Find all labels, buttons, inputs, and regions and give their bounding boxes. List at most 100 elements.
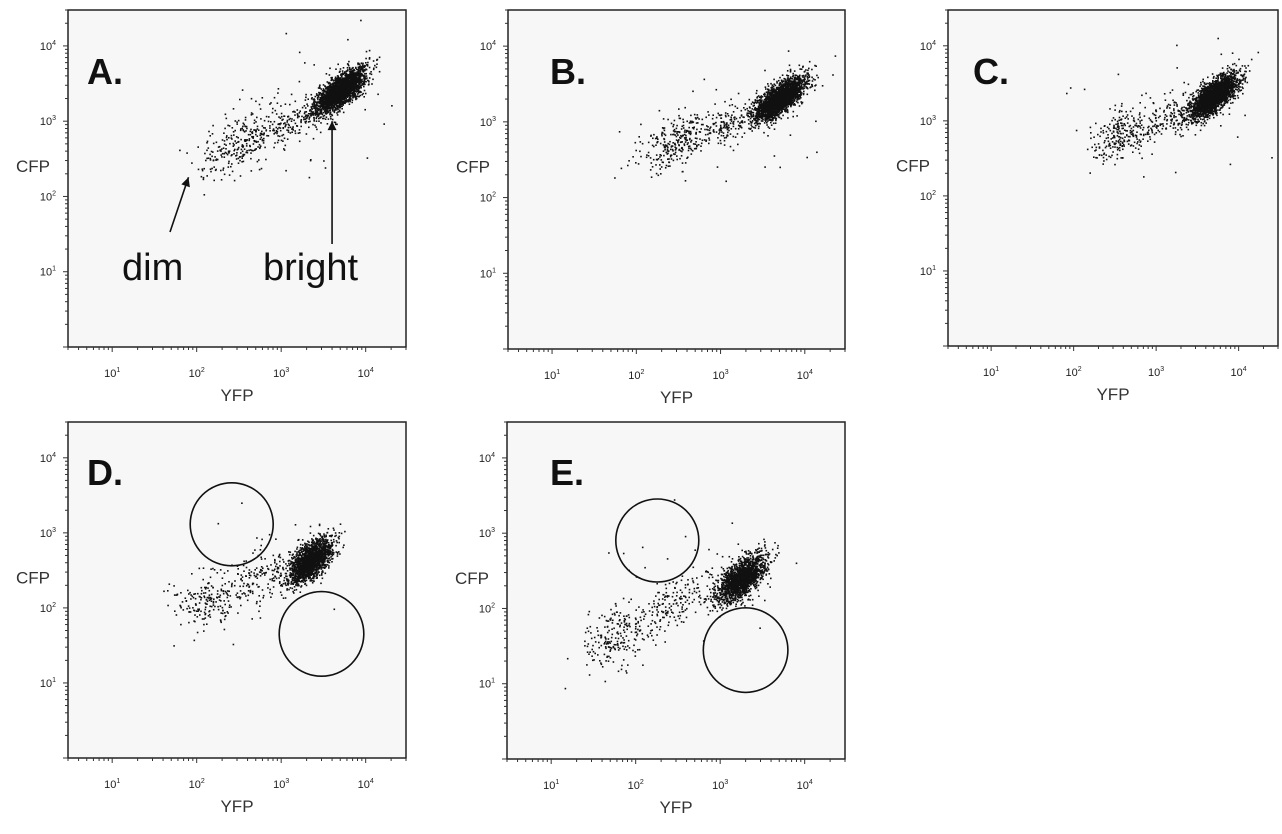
data-point xyxy=(352,77,354,80)
data-point xyxy=(203,167,205,170)
data-point xyxy=(337,107,339,109)
data-point xyxy=(367,84,370,86)
data-point xyxy=(284,122,286,124)
data-point xyxy=(348,75,350,77)
data-point xyxy=(337,63,339,66)
data-point xyxy=(231,127,234,129)
data-point xyxy=(281,134,283,137)
data-point xyxy=(346,78,348,81)
data-point xyxy=(329,103,332,105)
data-point xyxy=(756,97,758,99)
data-point xyxy=(303,105,306,107)
data-point xyxy=(324,106,327,108)
data-point xyxy=(344,82,347,84)
data-point xyxy=(762,100,765,103)
data-point xyxy=(316,94,318,97)
data-point xyxy=(340,77,342,79)
data-point xyxy=(763,122,766,124)
data-point xyxy=(347,64,350,67)
data-point xyxy=(267,120,270,123)
data-point xyxy=(355,74,358,77)
data-point xyxy=(287,123,290,126)
data-point xyxy=(318,120,320,122)
data-point xyxy=(333,106,336,108)
data-point xyxy=(246,139,248,141)
data-point xyxy=(237,141,239,143)
data-point xyxy=(766,122,768,124)
data-point xyxy=(277,88,280,90)
data-point xyxy=(319,131,322,134)
data-point xyxy=(739,122,741,124)
data-point xyxy=(319,112,322,115)
data-point xyxy=(336,84,338,86)
data-point xyxy=(231,154,233,156)
data-point xyxy=(345,100,347,102)
data-point xyxy=(259,145,262,147)
data-point xyxy=(324,104,326,106)
data-point xyxy=(298,80,301,83)
data-point xyxy=(363,73,366,75)
data-point xyxy=(228,137,230,139)
data-point xyxy=(776,102,778,105)
y-tick-label: 103 xyxy=(40,115,56,128)
data-point xyxy=(338,79,341,82)
data-point xyxy=(346,93,348,96)
data-point xyxy=(791,102,793,105)
data-point xyxy=(342,81,344,83)
data-point xyxy=(342,83,344,85)
data-point xyxy=(764,112,767,114)
data-point xyxy=(292,129,294,131)
data-point xyxy=(334,121,337,124)
data-point xyxy=(347,99,349,101)
data-point xyxy=(313,112,316,115)
data-point xyxy=(341,107,343,110)
data-point xyxy=(345,80,347,83)
data-point xyxy=(275,126,278,129)
data-point xyxy=(335,109,337,111)
data-point xyxy=(328,110,330,112)
data-point xyxy=(242,145,245,148)
data-point xyxy=(791,100,794,102)
data-point xyxy=(368,81,370,83)
data-point xyxy=(348,84,350,87)
data-point xyxy=(296,116,299,119)
data-point xyxy=(356,68,358,71)
data-point xyxy=(333,103,336,106)
data-point xyxy=(305,93,307,96)
data-point xyxy=(206,140,209,143)
data-point xyxy=(348,100,351,102)
data-point xyxy=(779,83,781,85)
data-point xyxy=(247,133,250,136)
data-point xyxy=(323,96,325,99)
data-point xyxy=(241,150,244,153)
data-point xyxy=(759,96,762,98)
data-point xyxy=(349,83,351,86)
data-point xyxy=(323,160,325,162)
data-point xyxy=(221,148,223,150)
data-point xyxy=(225,117,228,120)
data-point xyxy=(218,145,221,148)
data-point xyxy=(350,79,352,81)
data-point xyxy=(261,138,264,141)
data-point xyxy=(345,72,347,75)
data-point xyxy=(789,87,792,90)
data-point xyxy=(323,90,326,92)
data-point xyxy=(276,130,279,133)
data-point xyxy=(796,85,798,87)
data-point xyxy=(353,80,356,82)
data-point xyxy=(338,84,340,86)
data-point xyxy=(760,100,763,103)
data-point xyxy=(356,84,359,87)
data-point xyxy=(363,79,366,81)
data-point xyxy=(777,86,779,89)
data-point xyxy=(353,69,356,72)
data-point xyxy=(349,80,351,83)
data-point xyxy=(256,160,259,163)
data-point xyxy=(806,78,809,80)
data-point xyxy=(221,156,223,158)
data-point xyxy=(779,82,782,84)
data-point xyxy=(338,91,341,94)
data-point xyxy=(330,79,332,82)
data-point xyxy=(320,122,322,124)
data-point xyxy=(357,78,359,80)
